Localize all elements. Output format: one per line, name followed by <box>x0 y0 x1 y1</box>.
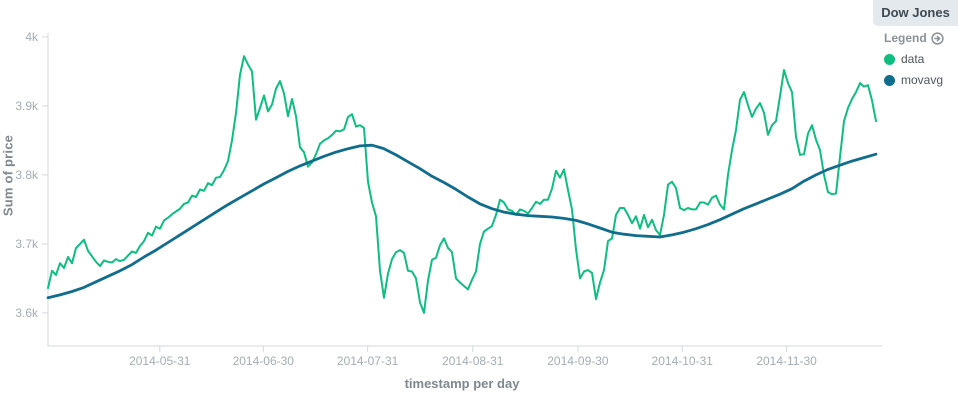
y-axis-title: Sum of price <box>0 134 16 217</box>
series-color-dot <box>884 53 895 65</box>
panel-title: Dow Jones <box>873 0 958 26</box>
y-tick-label: 3.7k <box>15 237 39 251</box>
series-line-movavg <box>46 143 878 300</box>
series-line-data <box>47 55 877 314</box>
legend-item-label: movavg <box>901 73 944 87</box>
x-tick-label: 2014-11-30 <box>756 354 817 368</box>
y-tick-label: 3.6k <box>15 306 39 320</box>
x-axis-title: timestamp per day <box>404 376 520 391</box>
legend-toggle[interactable]: Legend <box>884 31 944 45</box>
arrow-circle-right-icon[interactable] <box>931 31 944 45</box>
x-tick-label: 2014-05-31 <box>129 354 191 368</box>
y-tick-label: 3.8k <box>15 168 39 182</box>
series-color-dot <box>884 74 895 86</box>
legend-item-data[interactable]: data <box>884 52 944 66</box>
x-tick-label: 2014-07-31 <box>337 354 399 368</box>
x-tick-label: 2014-08-31 <box>442 354 504 368</box>
x-tick-label: 2014-10-31 <box>652 354 714 368</box>
legend: Legend data movavg <box>884 31 944 87</box>
legend-header-label: Legend <box>884 31 927 45</box>
x-tick-label: 2014-06-30 <box>233 354 295 368</box>
y-tick-label: 3.9k <box>15 99 39 113</box>
legend-item-movavg[interactable]: movavg <box>884 73 944 87</box>
axis-lines <box>47 33 882 347</box>
x-tick-label: 2014-09-30 <box>547 354 609 368</box>
legend-item-label: data <box>901 52 925 66</box>
y-tick-label: 4k <box>25 30 39 44</box>
